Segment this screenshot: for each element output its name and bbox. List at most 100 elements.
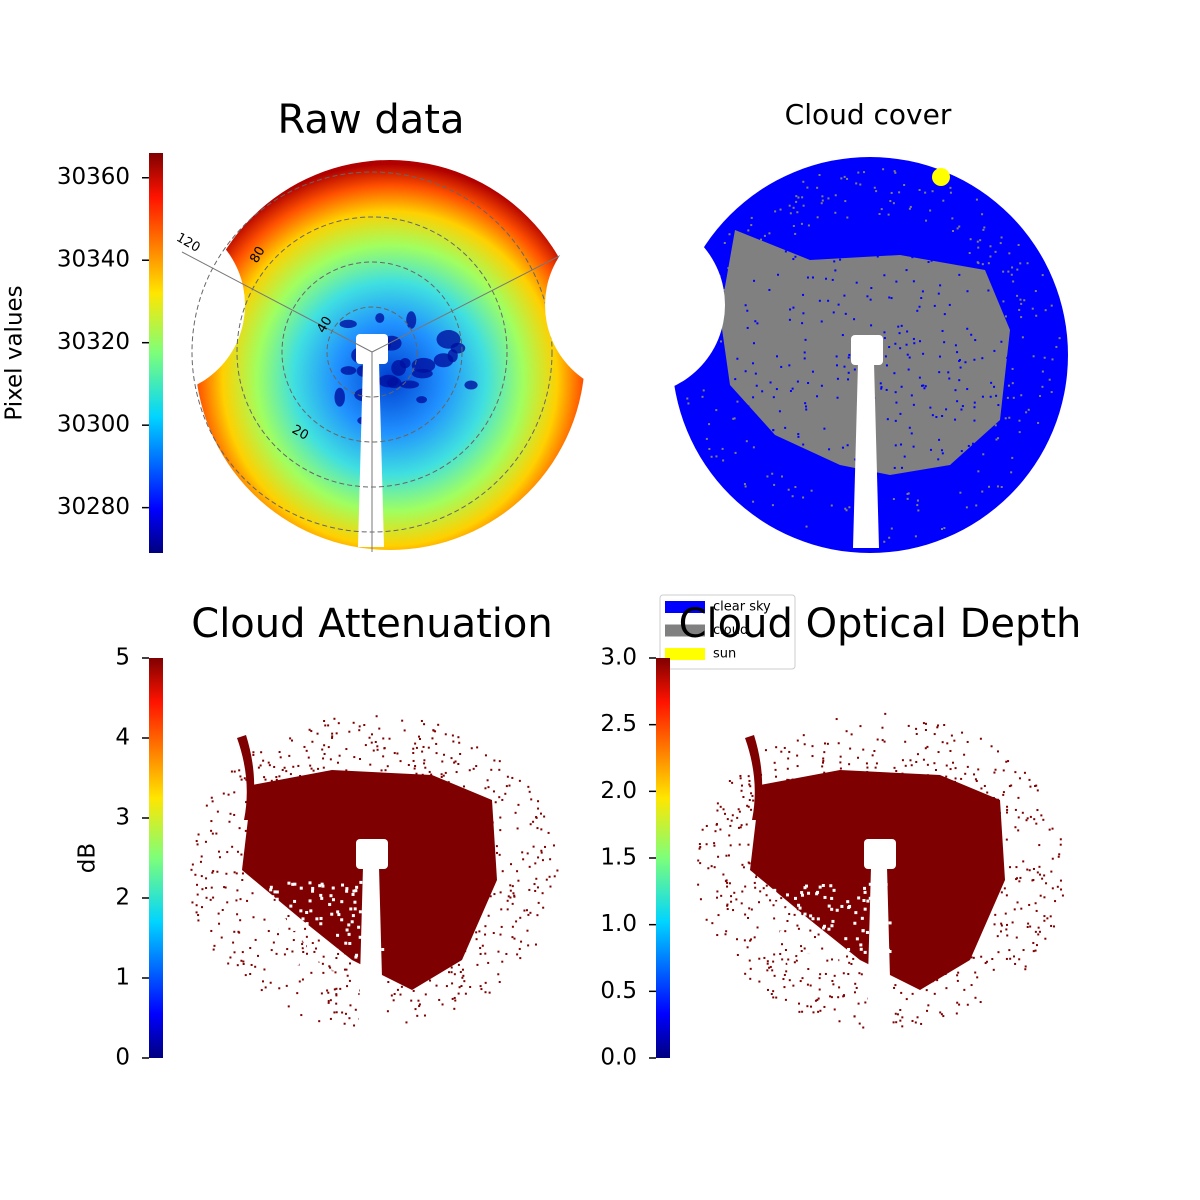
speckle (1010, 471, 1013, 474)
speckle (894, 342, 897, 345)
speckle (716, 802, 719, 805)
speckle (989, 395, 992, 398)
speckle (329, 1017, 332, 1020)
speckle (932, 826, 935, 829)
speckle (435, 782, 438, 785)
speckle (717, 855, 720, 858)
speckle (981, 395, 984, 398)
speckle (734, 290, 737, 293)
speckle (713, 842, 716, 845)
speckle (898, 943, 901, 946)
speckle (798, 238, 801, 241)
speckle (356, 823, 359, 826)
gap (350, 920, 354, 924)
legend-label: clear sky (713, 600, 771, 615)
speckle (802, 180, 805, 183)
speckle (876, 738, 879, 741)
speckle (335, 987, 338, 990)
speckle (423, 818, 426, 821)
speckle (477, 881, 480, 884)
speckle (918, 340, 921, 343)
gap (265, 905, 269, 909)
speckle (801, 977, 804, 980)
speckle (781, 958, 784, 961)
speckle (839, 911, 842, 914)
speckle (785, 970, 788, 973)
speckle (835, 847, 838, 850)
speckle (401, 890, 404, 893)
dense-cloud (339, 319, 357, 329)
speckle (345, 968, 348, 971)
gap (833, 965, 837, 969)
speckle (1002, 769, 1005, 772)
speckle (914, 982, 917, 985)
speckle (417, 796, 420, 799)
speckle (846, 857, 849, 860)
speckle (745, 823, 748, 826)
speckle (399, 993, 402, 996)
speckle (834, 894, 837, 897)
speckle (895, 280, 898, 283)
speckle (954, 418, 957, 421)
speckle (327, 724, 330, 727)
speckle (349, 962, 352, 965)
speckle (196, 843, 199, 846)
speckle (482, 802, 485, 805)
colorbar-tick-label: 30300 (57, 412, 130, 438)
speckle (959, 366, 962, 369)
speckle (461, 807, 464, 810)
speckle (1043, 356, 1046, 359)
speckle (849, 220, 852, 223)
speckle (899, 1019, 902, 1022)
speckle (716, 809, 719, 812)
speckle (260, 989, 263, 992)
gap (787, 961, 791, 965)
speckle (327, 746, 330, 749)
speckle (1005, 957, 1008, 960)
speckle (822, 910, 825, 913)
speckle (796, 380, 799, 383)
speckle (796, 765, 799, 768)
speckle (956, 227, 959, 230)
speckle (1011, 382, 1014, 385)
speckle (928, 905, 931, 908)
speckle (773, 974, 776, 977)
speckle (960, 777, 963, 780)
speckle (226, 851, 229, 854)
speckle (912, 445, 915, 448)
speckle (909, 863, 912, 866)
speckle (834, 934, 837, 937)
speckle (833, 849, 836, 852)
speckle (783, 973, 786, 976)
speckle (1034, 930, 1037, 933)
speckle (975, 504, 978, 507)
speckle (469, 919, 472, 922)
speckle (412, 931, 415, 934)
panel-title: Cloud Attenuation (191, 601, 552, 647)
speckle (836, 377, 839, 380)
speckle (766, 475, 769, 478)
speckle (830, 504, 833, 507)
speckle (724, 342, 727, 345)
speckle (396, 938, 399, 941)
gap (320, 882, 324, 886)
speckle (325, 832, 328, 835)
speckle (469, 932, 472, 935)
speckle (914, 535, 917, 538)
dense-cloud (412, 368, 433, 379)
speckle (897, 877, 900, 880)
speckle (1043, 874, 1046, 877)
speckle (933, 992, 936, 995)
speckle (908, 426, 911, 429)
speckle (263, 918, 266, 921)
speckle (957, 914, 960, 917)
speckle (927, 1004, 930, 1007)
speckle (463, 808, 466, 811)
speckle (883, 337, 886, 340)
speckle (814, 481, 817, 484)
speckle (348, 1017, 351, 1020)
speckle (804, 806, 807, 809)
speckle (788, 913, 791, 916)
speckle (772, 990, 775, 993)
